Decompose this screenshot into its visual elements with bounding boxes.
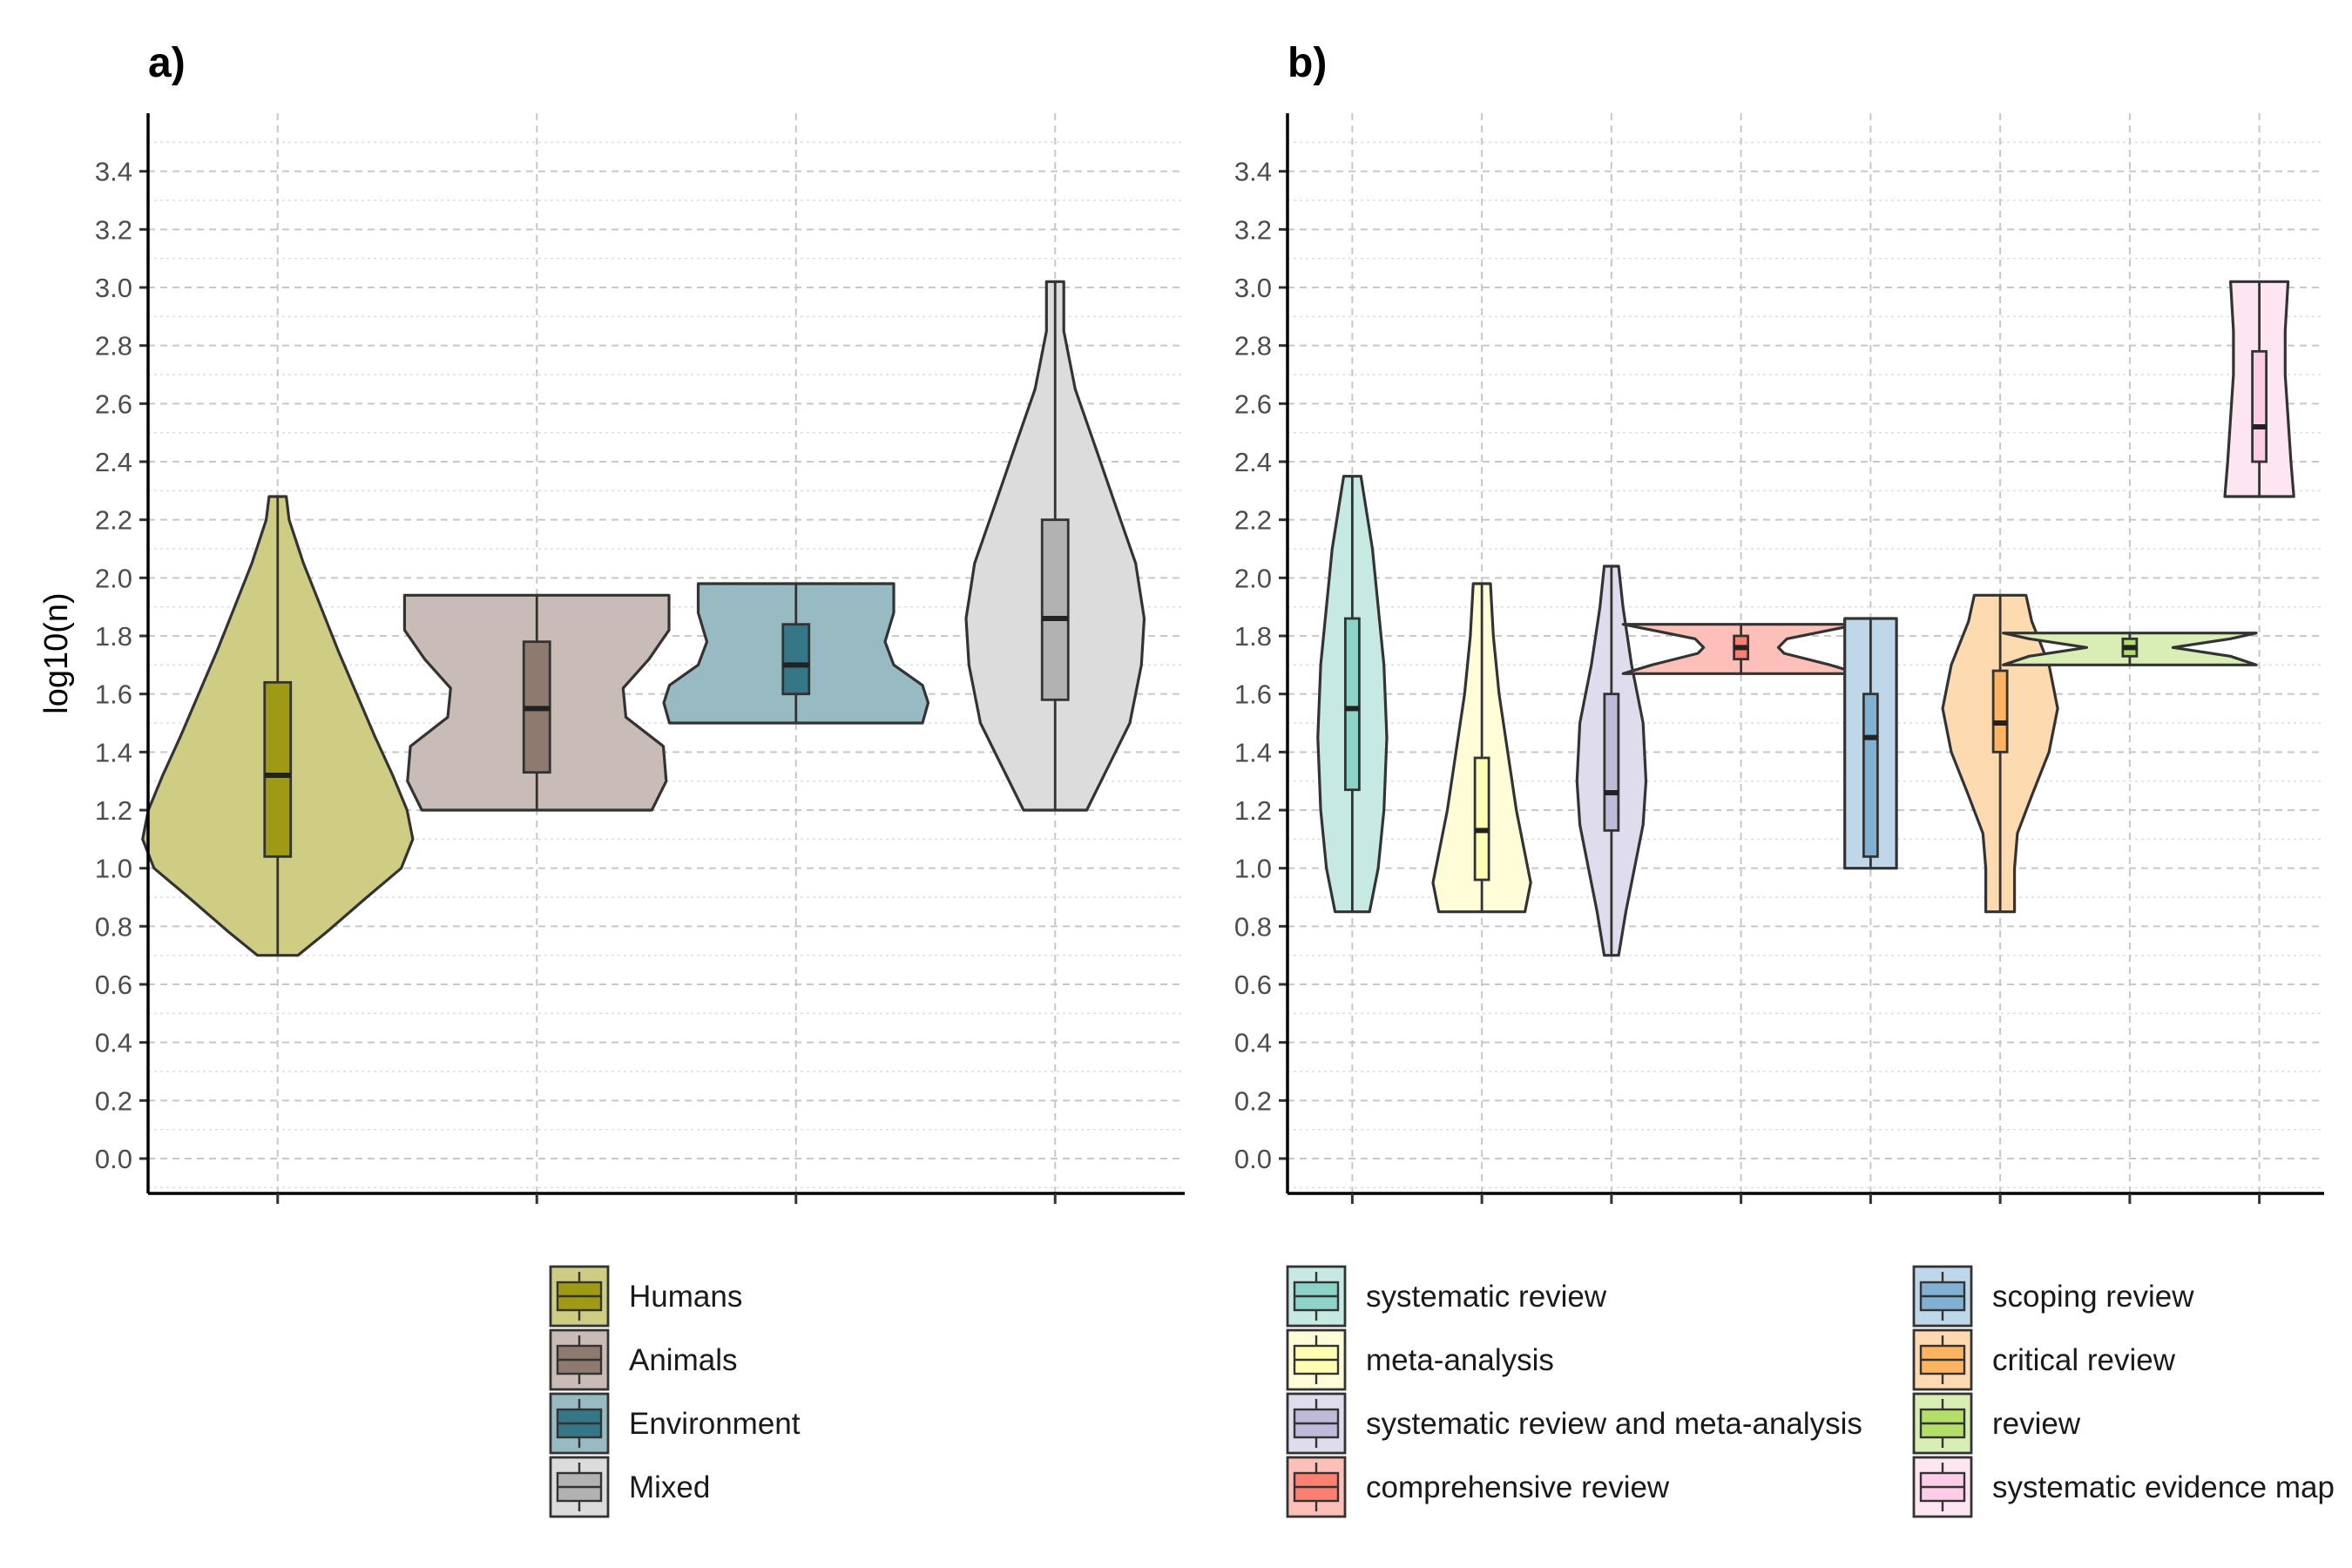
legend-item-animals: Animals [549, 1328, 737, 1391]
y-tick-label: 1.2 [1234, 795, 1272, 826]
violin-environment [662, 582, 930, 725]
y-tick-label: 3.0 [95, 273, 132, 303]
y-tick-label: 0.2 [1234, 1085, 1272, 1116]
y-axis-title: log10(n) [38, 592, 75, 713]
legend: Humans Animals Environment Mixed [549, 1265, 801, 1518]
y-axis: 0.0 0.2 0.4 0.6 0.8 1.0 1.2 1.4 1.6 1.8 2.0 2.2 2.4 2… [95, 157, 148, 1174]
y-tick-label: 2.4 [1234, 447, 1272, 477]
legend-label: Environment [629, 1407, 801, 1441]
y-tick-label: 1.6 [1234, 679, 1272, 710]
legend-label: systematic review and meta-analysis [1366, 1407, 1862, 1441]
panel-label: a) [148, 40, 186, 86]
legend-item-review: review [1912, 1392, 2081, 1455]
y-tick-label: 3.2 [95, 214, 132, 245]
legend-label: scoping review [1992, 1280, 2194, 1314]
y-tick-label: 0.4 [1234, 1028, 1272, 1058]
legend-item-scoping-review: scoping review [1912, 1265, 2194, 1328]
y-tick-label: 0.0 [1234, 1144, 1272, 1174]
box [781, 623, 811, 696]
y-tick-label: 0.6 [1234, 970, 1272, 1000]
box [1040, 518, 1070, 701]
box [2251, 349, 2268, 463]
y-tick-label: 1.0 [95, 854, 132, 884]
violins [1316, 280, 2295, 957]
y-tick-label: 2.8 [95, 331, 132, 362]
legend-label: Humans [629, 1280, 742, 1314]
y-tick-label: 0.4 [95, 1028, 132, 1058]
y-tick-label: 0.0 [95, 1144, 132, 1174]
y-tick-label: 2.6 [1234, 389, 1272, 419]
legend-item-mixed: Mixed [549, 1456, 710, 1518]
legend-label: critical review [1992, 1343, 2176, 1377]
y-tick-label: 0.2 [95, 1085, 132, 1116]
violin-animals [402, 593, 671, 812]
violin-systematic-review-and-meta-analysis [1575, 564, 1648, 957]
y-tick-label: 0.6 [95, 970, 132, 1000]
y-tick-label: 2.6 [95, 389, 132, 419]
legend-label: Animals [629, 1343, 737, 1377]
panel-b: b) 0.0 0.2 0.4 0.6 0.8 1.0 1.2 1.4 1.6 1.8 2.0 2.2 2.… [1234, 40, 2335, 1518]
legend-item-systematic-evidence-map: systematic evidence map [1912, 1456, 2335, 1518]
box [1473, 756, 1490, 882]
y-tick-label: 3.0 [1234, 273, 1272, 303]
y-axis: 0.0 0.2 0.4 0.6 0.8 1.0 1.2 1.4 1.6 1.8 2.0 2.2 2.4 2… [1234, 157, 1288, 1174]
y-tick-label: 1.4 [1234, 737, 1272, 767]
panel-label: b) [1288, 40, 1327, 86]
violin-meta-analysis [1431, 582, 1532, 914]
violins [141, 280, 1146, 957]
y-tick-label: 3.4 [95, 157, 132, 187]
legend-label: systematic review [1366, 1280, 1607, 1314]
box [263, 680, 293, 858]
y-tick-label: 1.4 [95, 737, 132, 767]
legend-item-systematic-review: systematic review [1286, 1265, 1607, 1328]
y-tick-label: 1.2 [95, 795, 132, 826]
y-tick-label: 0.8 [95, 911, 132, 942]
y-tick-label: 2.0 [1234, 563, 1272, 593]
y-tick-label: 2.2 [95, 505, 132, 536]
y-tick-label: 2.2 [1234, 505, 1272, 536]
violin-comprehensive-review [1621, 623, 1861, 675]
y-tick-label: 0.8 [1234, 911, 1272, 942]
legend-label: comprehensive review [1366, 1470, 1670, 1504]
legend-item-humans: Humans [549, 1265, 742, 1328]
legend-label: systematic evidence map [1992, 1470, 2335, 1504]
y-tick-label: 1.8 [1234, 621, 1272, 652]
violin-systematic-review [1316, 475, 1389, 914]
legend-label: review [1992, 1407, 2081, 1441]
violin-critical-review [1941, 593, 2059, 914]
legend-label: Mixed [629, 1470, 710, 1504]
y-tick-label: 2.8 [1234, 331, 1272, 362]
legend-item-systematic-review-and-meta-analysis: systematic review and meta-analysis [1286, 1392, 1862, 1455]
legend-item-meta-analysis: meta-analysis [1286, 1328, 1554, 1391]
y-tick-label: 2.0 [95, 563, 132, 593]
box [1862, 693, 1879, 858]
legend-item-critical-review: critical review [1912, 1328, 2176, 1391]
violin-humans [141, 495, 415, 957]
box [1991, 669, 2009, 754]
violin-scoping-review [1843, 617, 1898, 870]
y-tick-label: 3.4 [1234, 157, 1272, 187]
legend-item-comprehensive-review: comprehensive review [1286, 1456, 1670, 1518]
y-tick-label: 2.4 [95, 447, 132, 477]
y-tick-label: 1.0 [1234, 854, 1272, 884]
legend-item-environment: Environment [549, 1392, 801, 1455]
y-tick-label: 1.6 [95, 679, 132, 710]
y-tick-label: 1.8 [95, 621, 132, 652]
violin-systematic-evidence-map [2223, 280, 2295, 498]
legend: systematic review meta-analysis systematic… [1286, 1265, 2335, 1518]
panel-a: a) 0.0 0.2 0.4 0.6 0.8 1.0 1.2 1.4 1.6 1.8 2.0 2.2 2.… [38, 40, 1185, 1518]
violin-review [2002, 632, 2258, 666]
box [1343, 617, 1361, 792]
legend-label: meta-analysis [1366, 1343, 1554, 1377]
violin-mixed [964, 280, 1146, 812]
y-tick-label: 3.2 [1234, 214, 1272, 245]
box [1603, 693, 1620, 832]
